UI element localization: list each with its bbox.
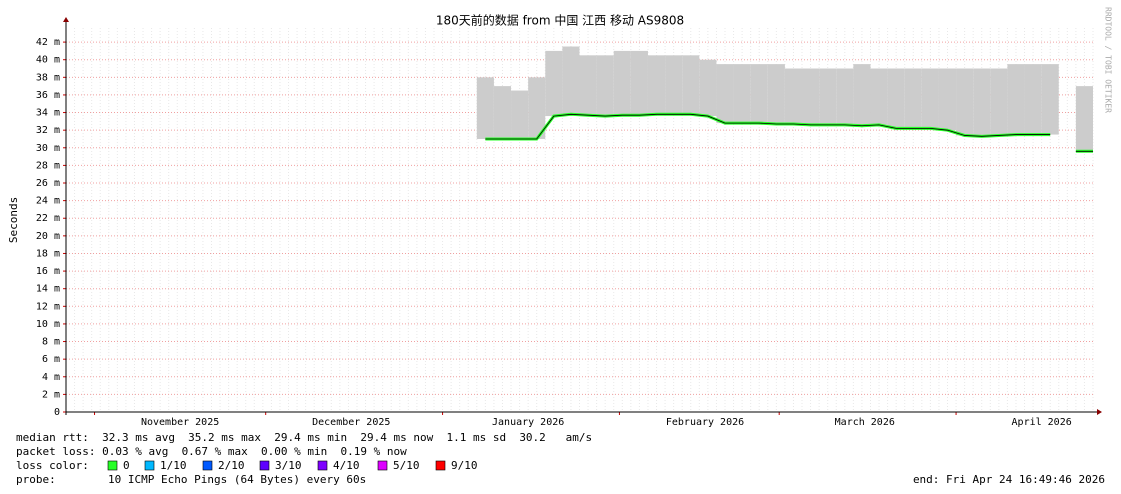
chart-title: 180天前的数据 from 中国 江西 移动 AS9808 [436, 13, 684, 28]
smoke [1024, 64, 1042, 135]
legend-swatch [107, 460, 118, 471]
watermark: RRDTOOL / TOBI OETIKER [1104, 7, 1113, 113]
smoke [493, 86, 512, 139]
legend-label: 3/10 [275, 459, 302, 472]
y-tick-label: 14 m [36, 284, 60, 295]
smoke [990, 68, 1008, 136]
y-tick-label: 30 m [36, 143, 60, 154]
smoke [733, 64, 751, 124]
smoke [682, 55, 700, 115]
y-tick-label: 12 m [36, 301, 60, 312]
smoke [853, 64, 871, 126]
stats-line: packet loss: 0.03 % avg 0.67 % max 0.00 … [16, 445, 407, 458]
legend-label: 1/10 [160, 459, 187, 472]
smoke [1075, 86, 1093, 152]
median-core [485, 113, 1051, 140]
smoke [579, 55, 597, 116]
legend-swatch [377, 460, 388, 471]
y-tick-label: 16 m [36, 266, 60, 277]
legend-swatch [144, 460, 155, 471]
smoke [802, 68, 820, 125]
y-tick-label: 24 m [36, 196, 60, 207]
probe-text: 10 ICMP Echo Pings (64 Bytes) every 60s [108, 473, 366, 486]
y-tick-label: 20 m [36, 231, 60, 242]
y-tick-label: 34 m [36, 108, 60, 119]
legend-label: 9/10 [451, 459, 478, 472]
y-tick-label: 28 m [36, 160, 60, 171]
y-tick-label: 42 m [36, 37, 60, 48]
smoke [716, 64, 734, 124]
end-time: end: Fri Apr 24 16:49:46 2026 [913, 473, 1105, 486]
legend-swatch [435, 460, 446, 471]
x-tick-label: April 2026 [1012, 417, 1072, 428]
smoke [1007, 64, 1025, 135]
smoke [819, 68, 837, 125]
legend-label: 5/10 [393, 459, 420, 472]
x-tick-label: December 2025 [312, 417, 390, 428]
stats-line: median rtt: 32.3 ms avg 35.2 ms max 29.4… [16, 431, 592, 444]
y-tick-label: 4 m [42, 372, 60, 383]
legend-swatch [259, 460, 270, 471]
smoke [921, 68, 939, 129]
y-axis-label: Seconds [7, 197, 20, 243]
smoke [956, 68, 974, 136]
smoke [750, 64, 768, 124]
smoke [699, 59, 717, 117]
y-tick-label: 38 m [36, 72, 60, 83]
y-tick-label: 32 m [36, 125, 60, 136]
legend-label: 4/10 [333, 459, 360, 472]
legend-swatch [202, 460, 213, 471]
smoke [665, 55, 683, 115]
smoke [767, 64, 785, 124]
y-tick-label: 2 m [42, 389, 60, 400]
smoke [562, 46, 580, 115]
x-tick-label: February 2026 [666, 417, 744, 428]
smoke [528, 77, 546, 139]
x-tick-label: January 2026 [492, 417, 564, 428]
smoke [973, 68, 991, 137]
y-tick-label: 40 m [36, 55, 60, 66]
smoke [545, 50, 563, 117]
x-tick-label: November 2025 [141, 417, 219, 428]
arrow [63, 17, 69, 22]
smoke [887, 68, 905, 129]
probe-label: probe: [16, 473, 56, 486]
smoke [870, 68, 888, 125]
y-tick-label: 0 [54, 407, 60, 418]
smoke [630, 50, 648, 116]
y-tick-label: 36 m [36, 90, 60, 101]
loss-legend-label: loss color: [16, 459, 89, 472]
legend-label: 2/10 [218, 459, 245, 472]
legend-swatch [317, 460, 328, 471]
y-tick-label: 22 m [36, 213, 60, 224]
y-tick-label: 6 m [42, 354, 60, 365]
smoke [647, 55, 666, 115]
smoke [511, 90, 529, 139]
arrow [1097, 409, 1102, 415]
y-tick-label: 26 m [36, 178, 60, 189]
x-tick-label: March 2026 [835, 417, 895, 428]
smoke [784, 68, 803, 124]
y-tick-label: 18 m [36, 248, 60, 259]
y-tick-label: 10 m [36, 319, 60, 330]
smoke [613, 50, 631, 116]
smoke [476, 77, 494, 139]
smoke [1041, 64, 1059, 135]
y-tick-label: 8 m [42, 337, 60, 348]
smoke [596, 55, 614, 117]
smoke [836, 68, 854, 125]
smoke [904, 68, 922, 129]
legend-label: 0 [123, 459, 130, 472]
smoke [938, 68, 957, 131]
